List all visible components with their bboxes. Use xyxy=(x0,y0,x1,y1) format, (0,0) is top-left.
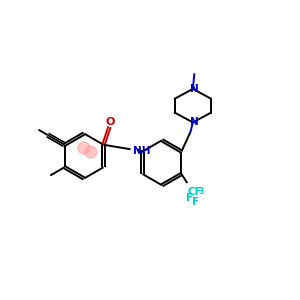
Text: N: N xyxy=(190,117,199,127)
Text: 3: 3 xyxy=(199,187,204,196)
Text: F: F xyxy=(186,193,193,203)
Circle shape xyxy=(85,146,97,158)
Text: F: F xyxy=(192,197,199,207)
Text: NH: NH xyxy=(133,146,150,156)
Text: N: N xyxy=(190,84,199,94)
Text: CF: CF xyxy=(188,187,202,197)
Circle shape xyxy=(78,142,90,154)
Text: O: O xyxy=(106,117,116,127)
